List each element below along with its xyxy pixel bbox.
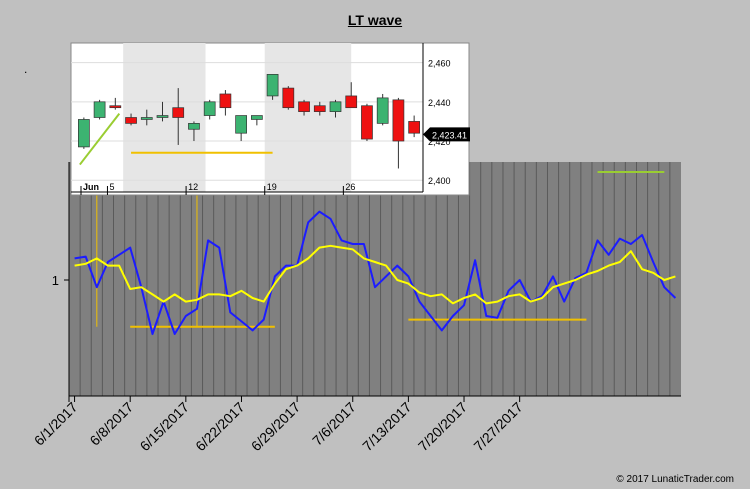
candle-up	[203, 101, 216, 116]
candle-down	[298, 101, 310, 112]
inset-x-label: 12	[188, 182, 198, 192]
candle-down	[282, 87, 295, 109]
candle-up	[140, 117, 153, 120]
inset-x-label: 5	[109, 182, 114, 192]
candle-up	[235, 115, 247, 134]
candle-down	[392, 99, 405, 142]
last-price-badge	[423, 127, 470, 142]
candle-down	[345, 95, 358, 109]
candle-down	[219, 93, 232, 109]
candle-up	[376, 97, 389, 124]
candle-down	[172, 107, 185, 118]
x-tick-label: 6/15/2017	[137, 399, 193, 455]
plot-area	[69, 162, 681, 396]
candle-up	[78, 119, 90, 148]
candle-up	[266, 74, 279, 97]
copyright-text: © 2017 LunaticTrader.com	[616, 474, 734, 485]
inset-x-label: Jun	[83, 182, 99, 192]
inset-x-label: 26	[345, 182, 355, 192]
x-tick-label: 7/20/2017	[415, 399, 471, 455]
inset-x-label: 19	[267, 182, 277, 192]
candle-up	[93, 101, 106, 118]
candle-up	[156, 115, 169, 118]
corner-mark: .	[24, 62, 28, 76]
inset-y-label: 2,420	[428, 137, 451, 147]
candle-up	[251, 115, 263, 120]
x-tick-label: 7/13/2017	[359, 399, 415, 455]
x-tick-label: 7/27/2017	[470, 399, 526, 455]
candle-down	[313, 105, 326, 112]
candle-down	[361, 105, 373, 140]
x-tick-label: 7/6/2017	[309, 399, 359, 449]
x-tick-label: 6/8/2017	[86, 399, 136, 449]
x-tick-label: 6/22/2017	[192, 399, 248, 455]
inset-y-label: 2,400	[428, 176, 451, 186]
candle-down	[109, 105, 122, 109]
chart-title: LT wave	[347, 12, 403, 28]
x-tick-label: 6/1/2017	[31, 399, 81, 449]
candle-up	[329, 101, 342, 112]
yellow-series-line	[74, 244, 676, 305]
shaded-week	[264, 43, 352, 192]
x-tick-label: 6/29/2017	[248, 399, 304, 455]
y-tick-label: 1	[52, 273, 59, 288]
inset-y-label: 2,440	[428, 98, 451, 108]
inset-candlestick-chart: 2,460 2,440 2,420 2,400 Jun 5 12 19 26 2,423.41	[70, 42, 470, 196]
inset-y-label: 2,460	[428, 59, 451, 69]
last-price-label: 2,423.41	[432, 130, 467, 140]
candle-down	[408, 121, 420, 134]
candle-up	[188, 123, 200, 130]
blue-series-line	[74, 210, 677, 335]
candle-down	[125, 117, 137, 124]
inset-trend-line	[79, 112, 121, 166]
